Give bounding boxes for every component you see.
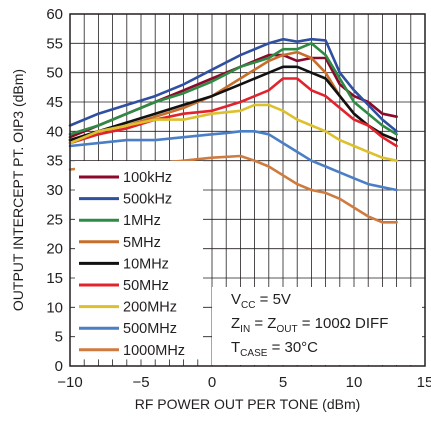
y-tick-label: 35 xyxy=(46,153,63,170)
plot-frame xyxy=(69,13,426,367)
x-axis-title: RF POWER OUT PER TONE (dBm) xyxy=(135,396,361,412)
y-axis-title: OUTPUT INTERCEPT PT. OIP3 (dBm) xyxy=(10,69,26,311)
x-tick-label: 0 xyxy=(208,374,216,391)
series-line-1mhz xyxy=(68,42,398,136)
y-tick-label: 60 xyxy=(46,6,63,23)
tcase-label: TCASE = 30°C xyxy=(231,339,318,359)
legend-background xyxy=(75,161,203,360)
y-tick-label: 20 xyxy=(46,241,63,258)
x-tick-label: 10 xyxy=(346,374,363,391)
y-tick-label: 55 xyxy=(46,35,63,52)
y-tick-label: 50 xyxy=(46,65,63,82)
series-line-10mhz xyxy=(68,65,398,142)
y-tick-label: 25 xyxy=(46,211,63,228)
vcc-label: VCC = 5V xyxy=(231,291,291,311)
series-lines xyxy=(68,37,398,224)
conditions-note-background xyxy=(212,287,422,365)
x-tick-label: 15 xyxy=(417,374,431,391)
x-tick-label: −5 xyxy=(132,374,149,391)
legend-label: 1MHz xyxy=(123,213,161,229)
legend-label: 50MHz xyxy=(123,278,169,294)
series-line-200mhz xyxy=(68,103,398,162)
tick-labels: 0 5 10 15 20 25 30 35 40 45 50 55 60 −10 −5 0 5 10 15 xyxy=(46,6,431,391)
conditions-note: VCC = 5V ZIN = ZOUT = 100Ω DIFF TCASE = … xyxy=(212,287,422,365)
legend-label: 500MHz xyxy=(123,321,177,337)
legend-label: 10MHz xyxy=(123,256,169,272)
y-tick-label: 30 xyxy=(46,182,63,199)
x-tick-label: 5 xyxy=(279,374,287,391)
series-line-500khz xyxy=(68,37,398,133)
y-tick-label: 45 xyxy=(46,94,63,111)
y-tick-label: 0 xyxy=(55,358,63,375)
legend-label: 200MHz xyxy=(123,300,177,316)
y-tick-label: 40 xyxy=(46,123,63,140)
impedance-label: ZIN = ZOUT = 100Ω DIFF xyxy=(231,315,388,335)
legend: 100kHz 500kHz 1MHz 5MHz 10MHz 50MHz 200MHz 500M… xyxy=(75,161,203,360)
x-tick-label: −10 xyxy=(57,374,82,391)
y-tick-label: 5 xyxy=(55,329,63,346)
y-tick-label: 15 xyxy=(46,270,63,287)
series-line-500mhz xyxy=(68,130,398,192)
legend-label: 100kHz xyxy=(123,170,172,186)
legend-label: 1000MHz xyxy=(123,343,185,359)
legend-label: 500kHz xyxy=(123,192,172,208)
legend-label: 5MHz xyxy=(123,235,161,251)
y-tick-label: 10 xyxy=(46,299,63,316)
